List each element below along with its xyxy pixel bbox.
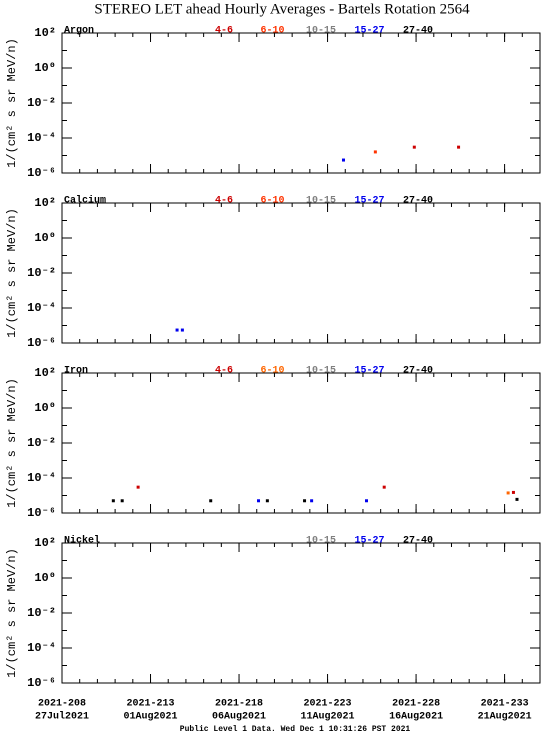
- data-point: [265, 499, 269, 503]
- x-tick-date: 21Aug2021: [478, 712, 532, 723]
- y-axis-label: 1/(cm² s sr MeV/n): [5, 378, 19, 508]
- y-tick-label: 10⁻⁴: [27, 641, 56, 655]
- panel-title: Iron: [64, 366, 88, 377]
- data-point: [310, 499, 314, 503]
- x-tick-label: 2021-213: [127, 699, 175, 710]
- y-tick-label: 10⁻²: [27, 266, 56, 280]
- y-axis-label: 1/(cm² s sr MeV/n): [5, 548, 19, 678]
- panel-title: Argon: [64, 26, 94, 37]
- x-tick-label: 2021-233: [481, 699, 529, 710]
- legend-label: 10-15: [306, 366, 336, 377]
- data-point: [120, 499, 124, 503]
- y-tick-label: 10⁻²: [27, 436, 56, 450]
- legend-label: 15-27: [354, 366, 384, 377]
- y-tick-label: 10⁻⁶: [27, 336, 56, 350]
- data-point: [209, 499, 213, 503]
- y-tick-label: 10⁰: [34, 61, 56, 75]
- data-point: [341, 158, 345, 162]
- x-tick-date: 16Aug2021: [389, 712, 443, 723]
- data-point: [175, 328, 179, 332]
- legend-label: 15-27: [354, 196, 384, 207]
- legend-label: 4-6: [215, 26, 233, 37]
- x-tick-label: 2021-223: [304, 699, 352, 710]
- y-tick-label: 10²: [34, 196, 56, 210]
- y-axis-label: 1/(cm² s sr MeV/n): [5, 208, 19, 338]
- data-point: [506, 491, 510, 495]
- data-point: [373, 150, 377, 154]
- legend-label: 4-6: [215, 196, 233, 207]
- legend-label: 4-6: [215, 366, 233, 377]
- x-tick-label: 2021-218: [215, 699, 263, 710]
- data-point: [111, 499, 115, 503]
- y-tick-label: 10⁻⁴: [27, 131, 56, 145]
- legend-label: 15-27: [354, 26, 384, 37]
- y-tick-label: 10⁻²: [27, 96, 56, 110]
- data-point: [303, 499, 307, 503]
- y-tick-label: 10⁻⁴: [27, 471, 56, 485]
- y-axis-label: 1/(cm² s sr MeV/n): [5, 38, 19, 168]
- legend-label: 27-40: [403, 366, 433, 377]
- data-point: [180, 328, 184, 332]
- x-tick-date: 01Aug2021: [124, 712, 178, 723]
- x-tick-date: 06Aug2021: [212, 712, 266, 723]
- y-tick-label: 10⁰: [34, 231, 56, 245]
- y-tick-label: 10⁰: [34, 571, 56, 585]
- legend-label: 10-15: [306, 26, 336, 37]
- data-point: [257, 499, 261, 503]
- page-title: STEREO LET ahead Hourly Averages - Barte…: [94, 1, 470, 17]
- y-tick-label: 10⁻⁶: [27, 166, 56, 180]
- y-tick-label: 10⁻²: [27, 606, 56, 620]
- y-tick-label: 10⁻⁴: [27, 301, 56, 315]
- panel-title: Calcium: [64, 195, 106, 207]
- x-tick-date: 11Aug2021: [301, 712, 355, 723]
- data-point: [365, 499, 369, 503]
- legend-label: 15-27: [354, 536, 384, 547]
- legend-label: 6-10: [260, 26, 284, 37]
- legend-label: 10-15: [306, 536, 336, 547]
- legend-label: 27-40: [403, 196, 433, 207]
- data-point: [515, 497, 519, 501]
- y-tick-label: 10⁰: [34, 401, 56, 415]
- x-tick-label: 2021-228: [392, 699, 440, 710]
- legend-label: 27-40: [403, 536, 433, 547]
- y-tick-label: 10⁻⁶: [27, 676, 56, 690]
- legend-label: 27-40: [403, 26, 433, 37]
- legend-label: 6-10: [260, 196, 284, 207]
- data-point: [457, 145, 461, 149]
- y-tick-label: 10⁻⁶: [27, 506, 56, 520]
- y-tick-label: 10²: [34, 26, 56, 40]
- y-tick-label: 10²: [34, 536, 56, 550]
- data-point: [136, 485, 140, 489]
- legend-label: 10-15: [306, 196, 336, 207]
- data-point: [511, 490, 515, 494]
- x-tick-date: 27Jul2021: [35, 711, 89, 723]
- panel-title: Nickel: [64, 535, 100, 547]
- legend-label: 6-10: [260, 366, 284, 377]
- data-point: [382, 485, 386, 489]
- x-tick-label: 2021-208: [38, 699, 86, 710]
- data-point: [412, 145, 416, 149]
- y-tick-label: 10²: [34, 366, 56, 380]
- footer: Public Level 1 Data. Wed Dec 1 10:31:26 …: [180, 725, 411, 734]
